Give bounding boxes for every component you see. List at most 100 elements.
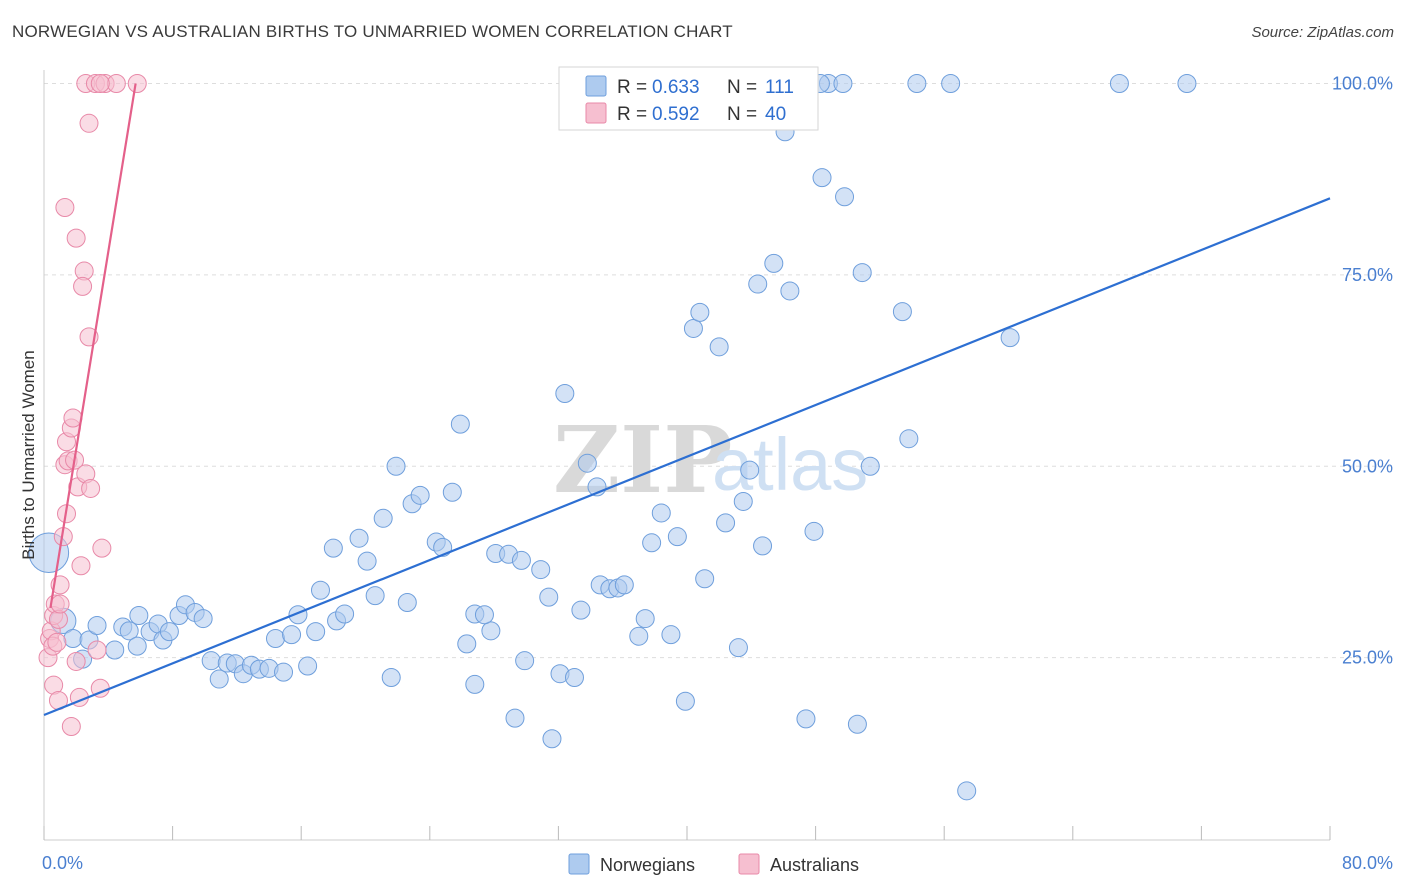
norwegian-point-10 — [129, 606, 149, 626]
norwegian-point-42 — [386, 456, 406, 476]
australians-trendline — [49, 83, 137, 609]
stats-legend: R = 0.633 N = 111 R = 0.592 N = 40 — [558, 66, 819, 131]
norwegian-point-41 — [381, 668, 401, 688]
gridlines — [44, 83, 1392, 659]
trendlines — [43, 83, 1331, 717]
norwegian-point-43 — [397, 593, 417, 613]
norwegians-points — [28, 74, 1197, 801]
norwegian-point-28 — [265, 628, 285, 648]
norwegian-point-108 — [1109, 74, 1129, 93]
norwegian-point-33 — [310, 580, 330, 600]
norwegian-point-61 — [539, 587, 559, 607]
australians-n-label: N = — [727, 104, 757, 125]
norwegian-point-72 — [614, 575, 634, 595]
norwegian-point-31 — [298, 656, 318, 676]
australian-point-24 — [87, 640, 107, 660]
norwegian-point-80 — [683, 318, 703, 338]
axes — [43, 70, 1331, 841]
norwegian-point-75 — [642, 533, 662, 553]
norwegian-point-100 — [852, 263, 872, 283]
norwegian-point-102 — [892, 302, 912, 322]
norwegian-point-79 — [675, 691, 695, 711]
australian-point-26 — [61, 717, 81, 737]
australians-series-swatch — [738, 853, 760, 875]
y-tick-label-50: 50.0% — [1342, 456, 1393, 476]
norwegian-point-35 — [335, 604, 355, 624]
norwegian-point-59 — [515, 651, 535, 671]
australian-point-40 — [90, 74, 110, 93]
norwegian-point-92 — [780, 281, 800, 301]
norwegian-point-40 — [373, 508, 393, 528]
norwegian-point-78 — [667, 527, 687, 547]
norwegian-point-6 — [105, 640, 125, 660]
norwegian-point-105 — [941, 74, 961, 93]
y-tick-labels: 25.0% 50.0% 75.0% 100.0% — [1332, 74, 1393, 668]
norwegian-point-48 — [442, 482, 462, 502]
norwegian-point-8 — [119, 621, 139, 641]
norwegian-point-77 — [661, 625, 681, 645]
norwegian-point-94 — [804, 521, 824, 541]
norwegian-point-65 — [564, 668, 584, 688]
australian-point-41 — [127, 74, 147, 93]
norwegians-n-value: 111 — [765, 77, 794, 98]
norwegian-point-101 — [860, 456, 880, 476]
norwegian-point-73 — [629, 626, 649, 646]
norwegian-point-104 — [907, 74, 927, 93]
norwegians-n-label: N = — [727, 77, 757, 98]
norwegian-point-103 — [899, 429, 919, 449]
australian-point-30 — [55, 198, 75, 218]
x-tick-label-max: 80.0% — [1342, 853, 1393, 873]
y-tick-label-75: 75.0% — [1342, 265, 1393, 285]
norwegian-point-97 — [833, 74, 853, 93]
y-tick-label-25: 25.0% — [1342, 648, 1393, 668]
norwegian-point-27 — [274, 662, 294, 682]
norwegian-point-87 — [740, 460, 760, 480]
norwegian-point-109 — [1177, 74, 1197, 93]
norwegian-point-99 — [847, 714, 867, 734]
australian-point-31 — [66, 228, 86, 248]
norwegian-point-81 — [690, 302, 710, 322]
norwegians-r-value: 0.633 — [652, 77, 700, 98]
norwegian-point-51 — [465, 674, 485, 694]
norwegians-r-label: R = — [617, 77, 647, 98]
norwegian-point-18 — [193, 609, 213, 629]
australian-point-8 — [50, 594, 70, 614]
norwegian-point-66 — [571, 600, 591, 620]
australians-r-value: 0.592 — [652, 104, 700, 125]
norwegian-point-82 — [695, 569, 715, 589]
norwegian-point-37 — [349, 528, 369, 548]
norwegians-series-label: Norwegians — [600, 855, 695, 875]
chart-title: NORWEGIAN VS AUSTRALIAN BIRTHS TO UNMARR… — [12, 22, 733, 41]
australians-n-value: 40 — [765, 104, 786, 125]
norwegian-point-20 — [209, 669, 229, 689]
australian-point-6 — [47, 632, 67, 652]
norwegian-point-85 — [728, 638, 748, 658]
norwegian-point-45 — [410, 485, 430, 505]
australian-point-25 — [92, 538, 112, 558]
y-tick-label-100: 100.0% — [1332, 74, 1393, 94]
norwegian-point-58 — [511, 550, 531, 570]
norwegian-point-88 — [748, 274, 768, 294]
norwegian-point-90 — [764, 253, 784, 273]
norwegian-point-95 — [812, 168, 832, 188]
australians-r-label: R = — [617, 104, 647, 125]
norwegian-point-106 — [957, 781, 977, 801]
norwegian-point-9 — [127, 636, 147, 656]
norwegian-point-67 — [577, 453, 597, 473]
australian-point-23 — [81, 478, 101, 498]
australians-series-label: Australians — [770, 855, 859, 875]
norwegian-point-49 — [450, 414, 470, 434]
norwegian-point-36 — [323, 538, 343, 558]
australian-point-21 — [71, 556, 91, 576]
y-axis-title: Births to Unmarried Women — [19, 350, 38, 559]
norwegian-point-54 — [474, 605, 494, 625]
norwegian-point-86 — [733, 491, 753, 511]
norwegian-point-53 — [481, 621, 501, 641]
norwegian-point-32 — [306, 622, 326, 642]
norwegian-point-83 — [709, 337, 729, 357]
norwegian-point-38 — [357, 551, 377, 571]
norwegians-trendline — [43, 197, 1331, 717]
series-legend: Norwegians Australians — [568, 853, 859, 875]
norwegian-point-76 — [651, 503, 671, 523]
norwegian-point-19 — [201, 651, 221, 671]
